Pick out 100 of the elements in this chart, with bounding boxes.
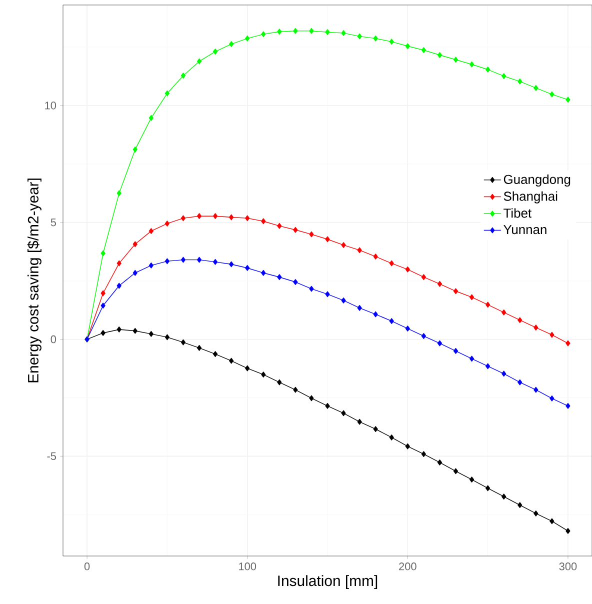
point [293, 386, 298, 393]
point [469, 476, 474, 483]
point [261, 31, 266, 38]
point [421, 274, 426, 280]
point [148, 228, 154, 234]
point [261, 218, 266, 224]
point [373, 311, 378, 318]
point [550, 332, 554, 338]
point [389, 434, 394, 440]
point [421, 333, 426, 339]
point [566, 402, 570, 409]
y-tick-label: 0 [50, 335, 56, 344]
point [196, 58, 202, 64]
point [357, 33, 362, 40]
point [164, 334, 170, 340]
point [100, 330, 106, 336]
point [164, 258, 170, 264]
point [550, 91, 554, 98]
point [116, 282, 122, 289]
y-axis-title: Energy cost saving [$/m2-year] [27, 178, 42, 382]
point [502, 73, 506, 80]
point [437, 52, 442, 58]
point [566, 340, 570, 346]
point [373, 426, 378, 432]
x-tick-label: 100 [239, 562, 256, 570]
point [325, 29, 330, 36]
point [277, 222, 282, 229]
point [245, 265, 250, 271]
point [373, 254, 378, 260]
point [325, 291, 330, 298]
point [116, 260, 122, 266]
point [534, 510, 538, 516]
legend-label: Shanghai [504, 191, 558, 204]
point [148, 114, 154, 121]
point [132, 328, 138, 334]
point [293, 28, 298, 34]
point [325, 236, 330, 242]
y-tick-label: 10 [45, 102, 56, 110]
point [116, 190, 122, 196]
point [421, 47, 426, 54]
point [196, 256, 202, 263]
point [229, 261, 234, 268]
point [277, 274, 282, 280]
point [180, 339, 186, 346]
point [180, 215, 186, 222]
point [453, 56, 458, 63]
point [502, 370, 506, 377]
point [534, 386, 538, 393]
point [421, 451, 426, 458]
point [469, 294, 474, 300]
legend-label: Yunnan [504, 225, 546, 234]
point [180, 256, 186, 263]
point [325, 402, 330, 409]
point [405, 326, 410, 332]
point [132, 241, 138, 248]
x-tick-label: 300 [559, 562, 577, 570]
point [100, 290, 106, 296]
point [164, 220, 170, 227]
point [437, 460, 442, 466]
point [196, 213, 202, 220]
point [518, 502, 522, 508]
point [405, 443, 410, 450]
point [357, 418, 362, 425]
x-tick-label: 0 [84, 562, 90, 570]
point [293, 279, 298, 285]
point [148, 262, 154, 268]
point [229, 214, 234, 220]
point [453, 468, 458, 474]
point [229, 358, 234, 364]
point [341, 242, 346, 248]
x-axis-title: Insulation [mm] [278, 575, 378, 590]
point [132, 270, 138, 276]
point [309, 395, 314, 402]
point [293, 226, 298, 233]
point [486, 66, 490, 72]
point [502, 494, 506, 500]
point [453, 348, 458, 354]
point [518, 379, 522, 386]
point [341, 298, 346, 304]
point [341, 410, 346, 416]
point [566, 96, 570, 103]
point [212, 48, 218, 54]
legend-label: Guangdong [504, 174, 570, 187]
point [116, 326, 122, 332]
point [534, 85, 538, 91]
point [212, 351, 218, 357]
point [212, 213, 218, 220]
point [486, 485, 490, 492]
point [518, 78, 522, 84]
y-tick-label: 5 [50, 218, 56, 226]
legend-label: Tibet [504, 208, 532, 218]
point [550, 395, 554, 402]
point [245, 365, 250, 372]
point [341, 30, 346, 36]
point [229, 41, 234, 47]
point [245, 215, 250, 222]
point [164, 90, 170, 96]
point [405, 266, 410, 272]
point [534, 324, 538, 331]
point [486, 302, 490, 308]
